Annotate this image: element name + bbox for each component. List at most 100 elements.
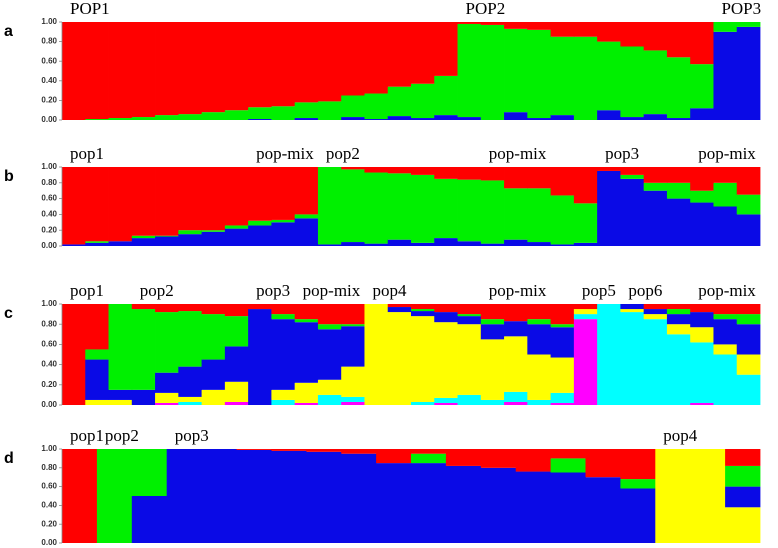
bar-segment [690, 402, 714, 405]
bar-segment [236, 449, 272, 450]
bar-segment [411, 83, 435, 119]
bar-segment [527, 242, 551, 246]
bar-segment [573, 203, 598, 243]
bar-segment [550, 195, 575, 245]
bar-segment [294, 102, 319, 119]
bar-segment [666, 304, 691, 310]
bar-segment [364, 22, 389, 94]
bar-segment [736, 324, 761, 355]
bar-segment [201, 231, 226, 246]
bar-segment [457, 304, 482, 315]
bar-segment [96, 449, 133, 543]
y-tick-label: 0.00 [41, 241, 57, 250]
bar-segment [550, 115, 575, 120]
bar-segment [457, 167, 482, 180]
bar-segment [620, 117, 645, 120]
bar-segment [666, 334, 691, 405]
bar-segment [224, 401, 249, 405]
bar-segment [294, 22, 319, 103]
bar-segment [690, 22, 714, 65]
bar-segment [155, 304, 179, 313]
bar-segment [504, 239, 528, 246]
bar-segment [201, 230, 226, 232]
bar-segment [155, 236, 179, 246]
group-label: pop3 [605, 144, 639, 163]
bar-segment [504, 391, 528, 402]
bar-segment [666, 118, 691, 120]
bar-segment [85, 22, 109, 120]
bar-segment [655, 449, 691, 543]
bar-segment [434, 75, 458, 116]
group-label: pop5 [582, 281, 616, 300]
bar-segment [690, 108, 714, 120]
bar-segment [341, 366, 365, 397]
bar-segment [341, 242, 365, 246]
group-label: pop6 [628, 281, 662, 300]
bar-segment [248, 309, 272, 405]
bar-segment [504, 321, 528, 337]
bar-segment [550, 472, 586, 543]
bar-segment [294, 322, 319, 383]
y-tick-label: 1.00 [41, 299, 57, 308]
bar-segment [271, 450, 307, 543]
bar-segment [236, 449, 272, 543]
bar-segment [643, 190, 668, 246]
bar-segment [341, 22, 365, 96]
bar-segment [62, 449, 98, 543]
bar-segment [573, 167, 598, 204]
bar-segment [411, 118, 435, 120]
bar-segment [224, 22, 249, 111]
bar-segment [85, 242, 109, 246]
bar-segment [713, 22, 738, 32]
bar-segment [434, 115, 458, 120]
bar-segment [434, 167, 458, 179]
group-label: pop4 [663, 426, 698, 445]
bar-segment [690, 312, 714, 328]
bar-segment [445, 449, 482, 466]
bar-segment [527, 22, 551, 30]
bar-segment [364, 119, 389, 120]
bar-segment [690, 167, 714, 191]
bar-segment [387, 239, 412, 246]
bar-segment [713, 182, 738, 207]
bar-segment [573, 242, 598, 246]
bar-segment [294, 218, 319, 246]
bar-segment [155, 402, 179, 405]
bar-segment [434, 178, 458, 239]
bar-segment [341, 324, 365, 327]
bar-segment [387, 312, 412, 405]
bar-segment [434, 322, 458, 398]
bar-segment [155, 115, 179, 120]
bar-segment [224, 346, 249, 382]
bar-segment [480, 24, 505, 120]
bar-segment [597, 41, 621, 111]
bar-segment [306, 451, 342, 543]
bar-segment [527, 167, 551, 189]
group-label: pop-mix [256, 144, 314, 163]
y-tick-label: 0.00 [41, 538, 57, 547]
bar-segment [713, 344, 738, 355]
bar-segment [504, 336, 528, 392]
bar-segment [550, 449, 586, 459]
group-label: pop-mix [489, 281, 547, 300]
y-tick-label: 0.80 [41, 178, 57, 187]
bar-segment [306, 449, 342, 452]
panel-label: c [4, 305, 13, 322]
bar-segment [643, 314, 668, 320]
bar-segment [155, 22, 179, 116]
bar-segment [411, 304, 435, 310]
bar-segment [690, 327, 714, 343]
bar-segment [666, 57, 691, 119]
bar-segment [690, 190, 714, 203]
bar-segment [643, 114, 668, 120]
bar-segment [445, 465, 482, 543]
bar-segment [457, 179, 482, 242]
bar-segment [155, 167, 179, 236]
bar-segment [573, 36, 598, 121]
bar-segment [434, 402, 458, 405]
bar-segment [713, 206, 738, 246]
bar-segment [85, 359, 109, 400]
group-label: pop3 [175, 426, 209, 445]
y-tick-label: 0.60 [41, 340, 57, 349]
bar-segment [108, 118, 133, 120]
